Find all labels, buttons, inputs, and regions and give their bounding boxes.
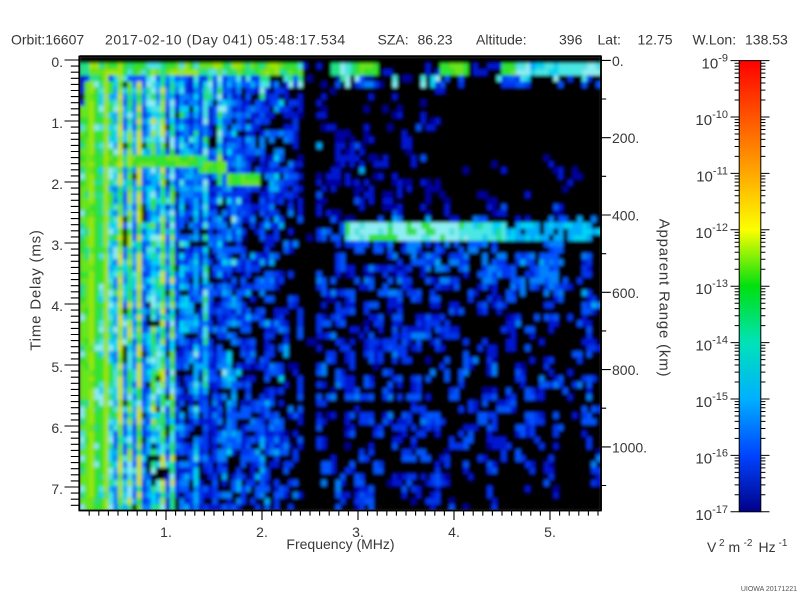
- svg-text:2: 2: [719, 538, 725, 549]
- svg-text:Time Delay (ms): Time Delay (ms): [28, 229, 45, 350]
- svg-text:200.: 200.: [612, 130, 639, 146]
- svg-text:Lat:: Lat:: [598, 32, 621, 48]
- svg-text:2.: 2.: [51, 176, 63, 192]
- svg-text:396: 396: [559, 32, 583, 48]
- svg-text:138.53: 138.53: [745, 32, 788, 48]
- svg-text:0.: 0.: [612, 53, 624, 69]
- svg-text:m: m: [729, 539, 741, 555]
- svg-text:-1: -1: [779, 538, 788, 549]
- svg-text:Frequency (MHz): Frequency (MHz): [286, 536, 394, 552]
- svg-text:Hz: Hz: [759, 539, 776, 555]
- svg-text:3.: 3.: [352, 524, 364, 540]
- svg-text:-2: -2: [744, 538, 753, 549]
- svg-text:86.23: 86.23: [418, 32, 453, 48]
- svg-text:400.: 400.: [612, 208, 639, 224]
- svg-text:1.: 1.: [51, 115, 63, 131]
- svg-text:7.: 7.: [51, 481, 63, 497]
- svg-text:800.: 800.: [612, 362, 639, 378]
- svg-text:UIOWA 20171221: UIOWA 20171221: [741, 586, 797, 593]
- svg-text:Apparent Range (km): Apparent Range (km): [656, 219, 673, 378]
- svg-text:0.: 0.: [51, 54, 63, 70]
- svg-text:Altitude:: Altitude:: [476, 32, 527, 48]
- svg-text:V: V: [707, 539, 717, 555]
- svg-text:W.Lon:: W.Lon:: [693, 32, 737, 48]
- svg-text:5.: 5.: [544, 524, 556, 540]
- svg-text:600.: 600.: [612, 285, 639, 301]
- svg-text:4.: 4.: [448, 524, 460, 540]
- svg-text:5.: 5.: [51, 359, 63, 375]
- svg-text:2017-02-10 (Day 041) 05:48:17.: 2017-02-10 (Day 041) 05:48:17.534: [105, 32, 346, 48]
- svg-text:4.: 4.: [51, 298, 63, 314]
- svg-text:3.: 3.: [51, 237, 63, 253]
- svg-text:12.75: 12.75: [638, 32, 673, 48]
- svg-text:1.: 1.: [160, 524, 172, 540]
- svg-text:1000.: 1000.: [612, 439, 647, 455]
- svg-text:2.: 2.: [256, 524, 268, 540]
- svg-text:SZA:: SZA:: [378, 32, 409, 48]
- svg-text:Orbit:16607: Orbit:16607: [11, 32, 84, 48]
- svg-text:6.: 6.: [51, 420, 63, 436]
